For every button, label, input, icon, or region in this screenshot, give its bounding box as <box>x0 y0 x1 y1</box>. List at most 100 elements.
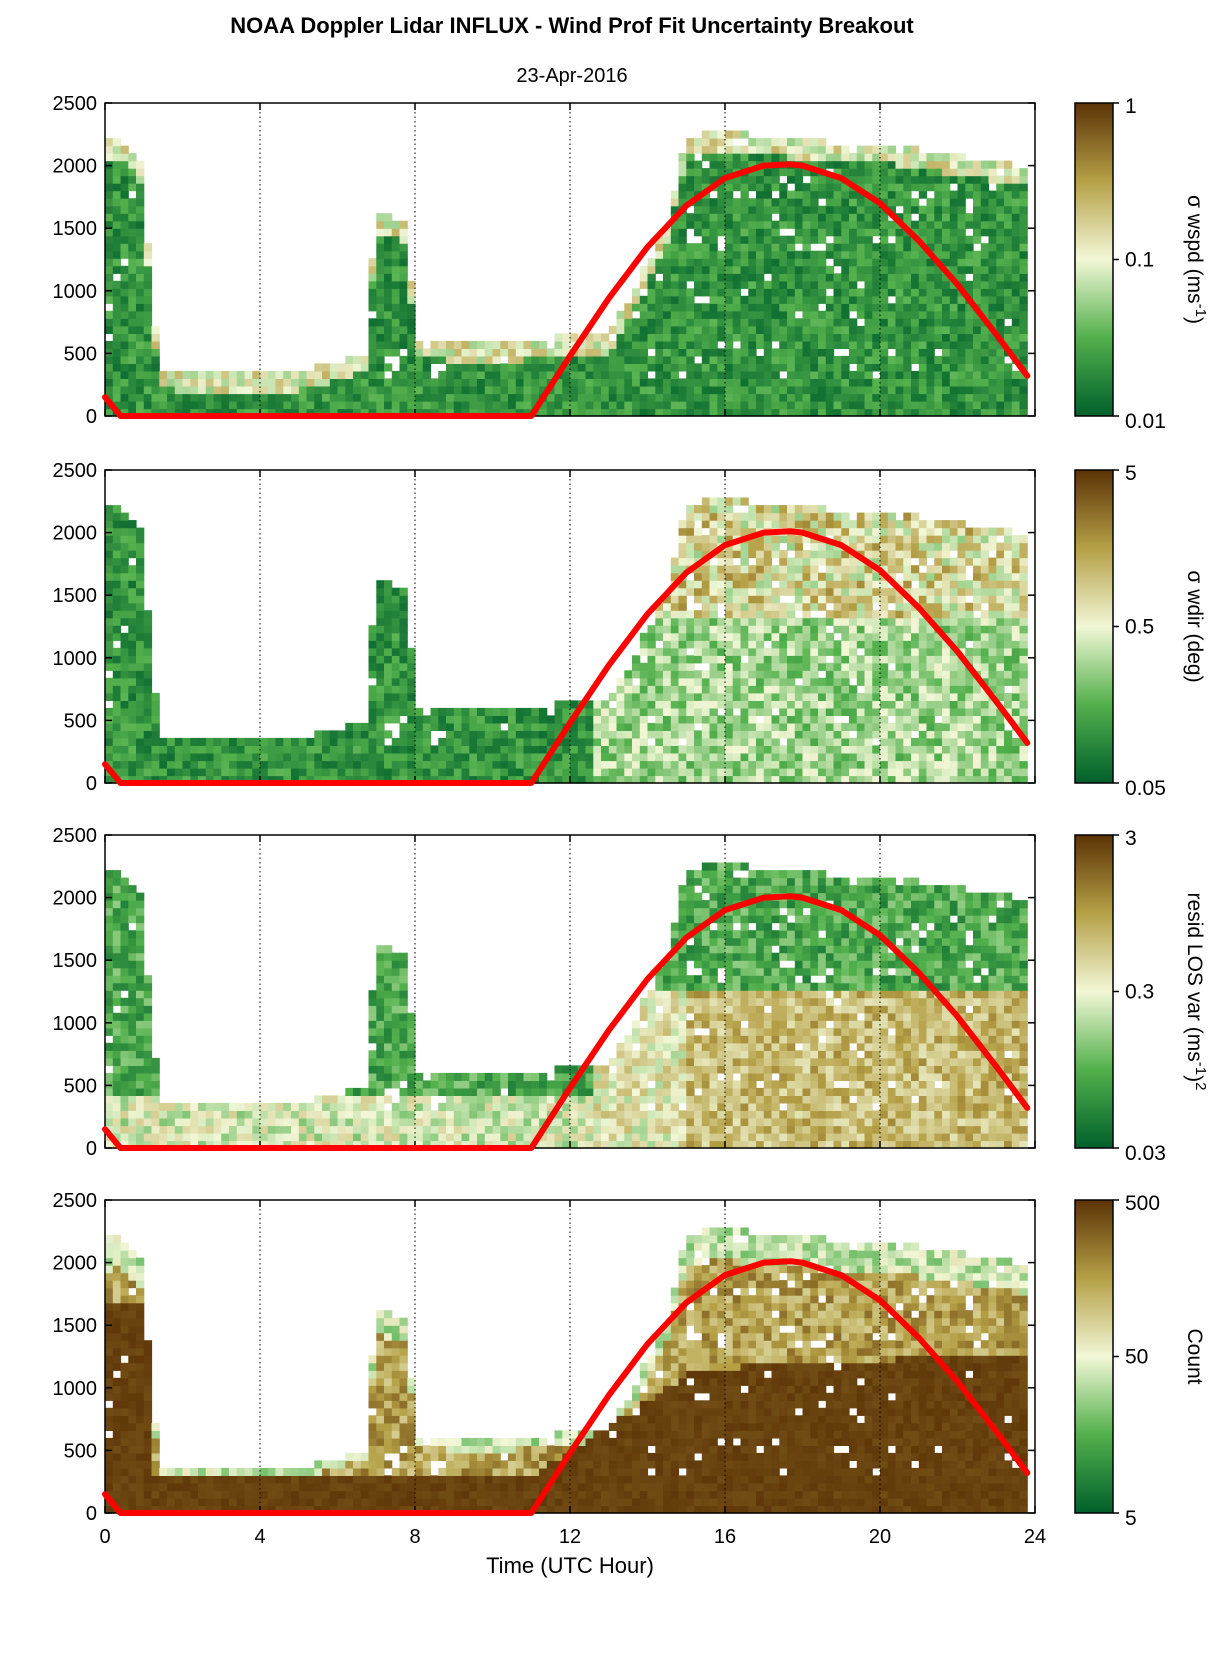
heatmap-cell <box>725 572 734 581</box>
heatmap-cell <box>942 760 951 769</box>
heatmap-cell <box>980 198 990 207</box>
heatmap-cell <box>756 355 765 364</box>
heatmap-cell <box>120 183 129 192</box>
heatmap-cell <box>384 632 393 641</box>
heatmap-cell <box>918 288 928 297</box>
heatmap-cell <box>988 775 997 784</box>
heatmap-cell <box>856 610 866 619</box>
heatmap-cell <box>539 715 548 724</box>
heatmap-cell <box>949 565 959 574</box>
heatmap-cell <box>895 722 904 731</box>
heatmap-cell <box>1011 542 1021 551</box>
heatmap-cell <box>887 730 897 739</box>
heatmap-cell <box>957 670 966 679</box>
heatmap-cell <box>794 386 804 395</box>
heatmap-cell <box>492 760 501 769</box>
heatmap-cell <box>1004 595 1013 604</box>
heatmap-cell <box>911 378 920 387</box>
heatmap-cell <box>717 355 726 364</box>
heatmap-cell <box>694 692 703 701</box>
heatmap-cell <box>415 370 424 379</box>
heatmap-cell <box>918 662 928 671</box>
heatmap-cell <box>678 333 687 342</box>
heatmap-cell <box>670 370 680 379</box>
heatmap-cell <box>802 662 811 671</box>
heatmap-cell <box>260 760 269 769</box>
heatmap-cell <box>143 250 153 259</box>
heatmap-cell <box>136 378 145 387</box>
heatmap-cell <box>864 145 873 154</box>
heatmap-cell <box>748 205 757 214</box>
heatmap-cell <box>105 602 114 611</box>
heatmap-cell <box>825 243 835 252</box>
heatmap-cell <box>779 692 788 701</box>
heatmap-cell <box>143 715 153 724</box>
heatmap-cell <box>663 318 672 327</box>
heatmap-cell <box>368 692 377 701</box>
heatmap-cell <box>143 348 153 357</box>
heatmap-cell <box>756 318 765 327</box>
heatmap-cell <box>198 737 207 746</box>
heatmap-cell <box>864 265 873 274</box>
heatmap-cell <box>624 378 633 387</box>
heatmap-cell <box>283 768 292 777</box>
heatmap-cell <box>872 145 881 154</box>
heatmap-cell <box>159 408 168 417</box>
heatmap-cell <box>608 730 618 739</box>
heatmap-cell <box>965 580 974 589</box>
heatmap-cell <box>585 760 594 769</box>
heatmap-cell <box>221 745 230 754</box>
heatmap-cell <box>856 288 866 297</box>
heatmap-cell <box>763 745 773 754</box>
heatmap-cell <box>167 370 176 379</box>
heatmap-cell <box>872 775 881 784</box>
heatmap-cell <box>701 130 711 139</box>
heatmap-cell <box>422 355 432 364</box>
heatmap-cell <box>996 542 1005 551</box>
heatmap-cell <box>996 318 1005 327</box>
heatmap-cell <box>895 183 904 192</box>
heatmap-cell <box>1004 647 1013 656</box>
heatmap-cell <box>1011 408 1021 417</box>
heatmap-cell <box>670 610 680 619</box>
heatmap-cell <box>988 378 997 387</box>
heatmap-cell <box>694 542 703 551</box>
heatmap-cell <box>856 235 866 244</box>
heatmap-cell <box>120 512 129 521</box>
heatmap-cell <box>663 677 672 686</box>
heatmap-cell <box>686 153 695 162</box>
heatmap-cell <box>802 602 811 611</box>
heatmap-cell <box>128 250 137 259</box>
heatmap-cell <box>880 198 889 207</box>
heatmap-cell <box>794 580 804 589</box>
heatmap-cell <box>934 768 943 777</box>
heatmap-cell <box>872 677 881 686</box>
heatmap-cell <box>779 655 788 664</box>
heatmap-cell <box>112 205 122 214</box>
heatmap-cell <box>260 753 269 762</box>
heatmap-cell <box>655 737 664 746</box>
heatmap-cell <box>864 527 873 536</box>
heatmap-cell <box>709 760 718 769</box>
heatmap-cell <box>360 730 370 739</box>
heatmap-cell <box>407 760 416 769</box>
heatmap-cell <box>570 722 579 731</box>
heatmap-cell <box>717 670 726 679</box>
heatmap-cell <box>136 295 145 304</box>
heatmap-cell <box>748 722 757 731</box>
heatmap-cell <box>771 542 780 551</box>
heatmap-cell <box>670 587 680 596</box>
heatmap-cell <box>918 655 928 664</box>
heatmap-cell <box>756 280 765 289</box>
heatmap-cell <box>942 340 951 349</box>
heatmap-cell <box>887 250 897 259</box>
heatmap-cell <box>934 677 943 686</box>
heatmap-cell <box>872 386 881 395</box>
heatmap-cell <box>128 595 137 604</box>
heatmap-cell <box>368 670 377 679</box>
heatmap-cell <box>973 737 982 746</box>
heatmap-cell <box>740 183 749 192</box>
heatmap-cell <box>988 760 997 769</box>
heatmap-cell <box>686 288 695 297</box>
heatmap-cell <box>973 640 982 649</box>
